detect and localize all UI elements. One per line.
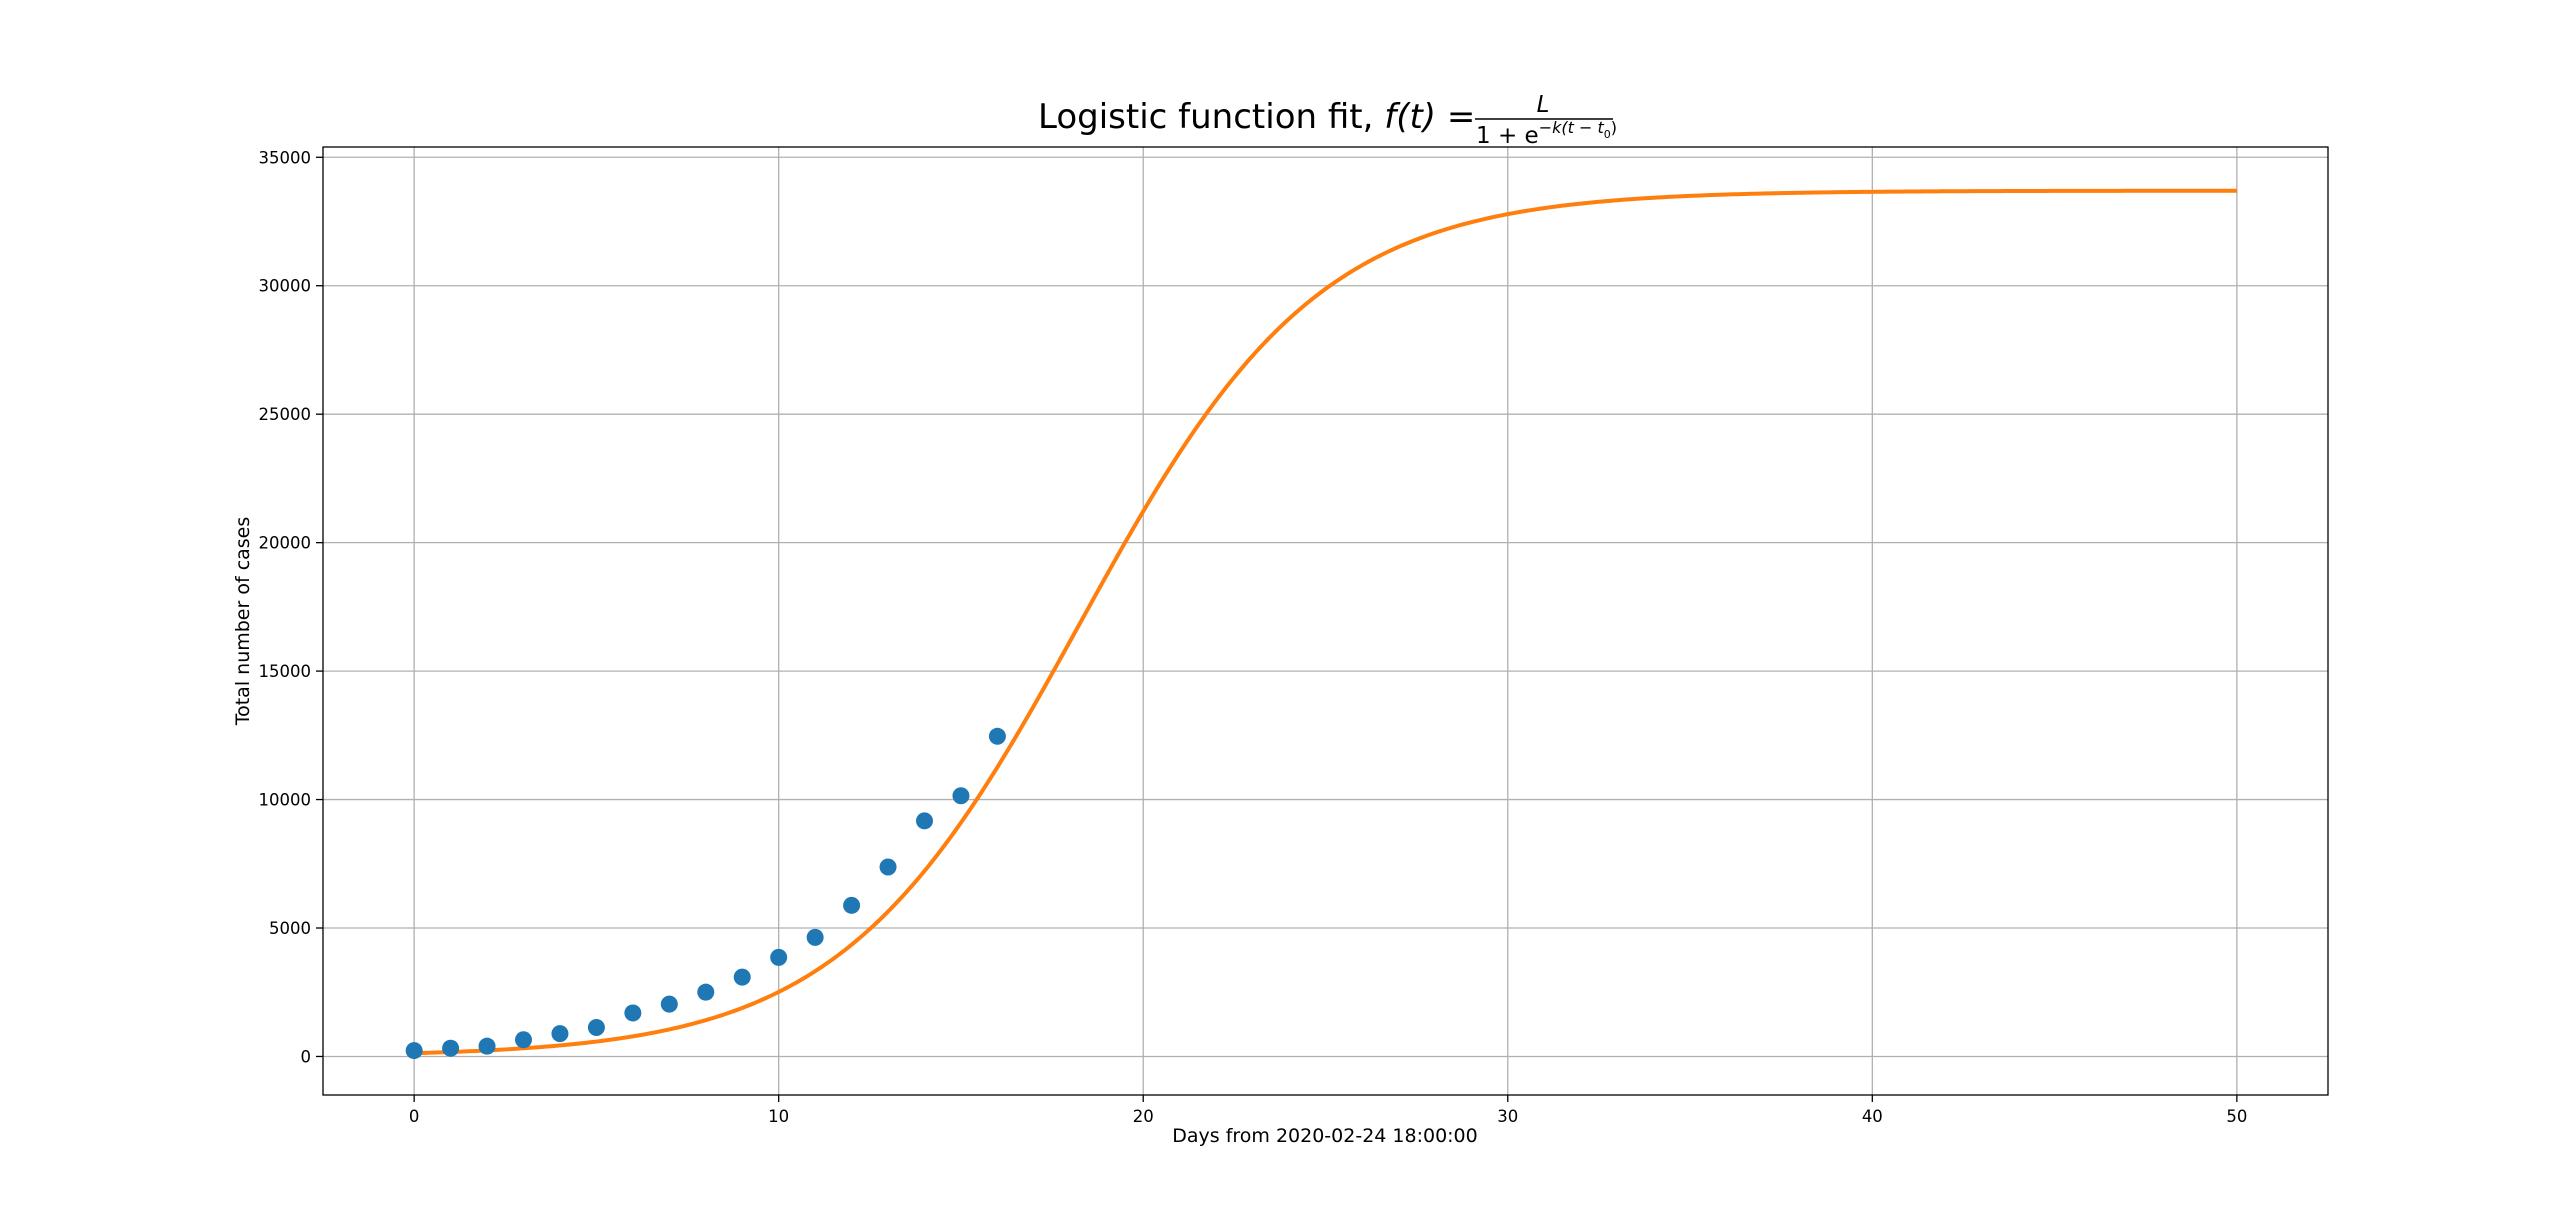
data-point [478, 1037, 496, 1055]
y-tick-label: 10000 [259, 791, 312, 810]
title-formula-lhs: f(t) = [1384, 97, 1475, 137]
y-tick-label: 35000 [259, 148, 312, 167]
y-axis-label: Total number of cases [232, 517, 254, 727]
y-axis-ticks: 0 5000 10000 15000 20000 25000 30000 35000 [259, 148, 323, 1066]
data-point [587, 1018, 605, 1036]
x-axis-label: Days from 2020-02-24 18:00:00 [1172, 1125, 1478, 1147]
fit-curve-layer [414, 188, 2237, 1056]
logistic-fit-line [414, 188, 2237, 1056]
data-point [624, 1004, 642, 1022]
formula-subscript: 0 [1604, 128, 1611, 141]
y-tick-label: 30000 [259, 277, 312, 296]
data-point [770, 948, 788, 966]
formula-numerator: L [1537, 92, 1550, 118]
formula-denominator: 1 + e−k(t − t0) [1476, 118, 1617, 149]
plot-frame [322, 146, 2329, 1096]
y-tick-label: 5000 [269, 919, 311, 938]
formula-exponent-close: ) [1611, 118, 1617, 137]
y-tick-label: 15000 [259, 662, 312, 681]
formula-denominator-base: 1 + e [1476, 123, 1539, 149]
y-tick-label: 0 [301, 1047, 312, 1066]
data-point [515, 1031, 532, 1049]
y-tick-label: 25000 [259, 405, 312, 424]
data-point [879, 858, 897, 876]
data-point [843, 896, 861, 914]
x-tick-label: 30 [1497, 1107, 1518, 1126]
y-tick-label: 20000 [259, 534, 312, 553]
x-axis-ticks: 0 10 20 30 40 50 [409, 1095, 2247, 1126]
x-tick-label: 50 [2226, 1107, 2247, 1126]
data-point [405, 1042, 423, 1060]
chart-title: Logistic function fit, f(t) = [1038, 97, 1475, 137]
data-points-layer [405, 727, 1006, 1060]
x-tick-label: 10 [768, 1107, 789, 1126]
data-point [442, 1039, 460, 1057]
data-point [697, 983, 715, 1001]
x-tick-label: 20 [1133, 1107, 1154, 1126]
grid-lines [323, 147, 2328, 1095]
formula-exponent: −k(t − t [1539, 118, 1605, 137]
x-tick-label: 40 [1862, 1107, 1883, 1126]
data-point [916, 812, 933, 830]
data-point [806, 928, 824, 946]
x-tick-label: 0 [409, 1107, 420, 1126]
data-point [733, 968, 751, 986]
data-point [952, 787, 970, 805]
title-formula-fraction: L 1 + e−k(t − t0) [1475, 92, 1617, 149]
data-point [551, 1025, 569, 1043]
data-point [660, 995, 678, 1013]
data-point [988, 727, 1006, 745]
title-prefix: Logistic function fit, [1038, 97, 1384, 137]
